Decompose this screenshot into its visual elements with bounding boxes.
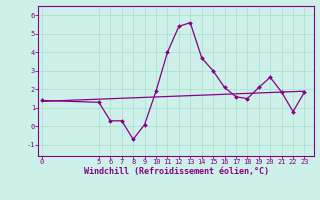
X-axis label: Windchill (Refroidissement éolien,°C): Windchill (Refroidissement éolien,°C) bbox=[84, 167, 268, 176]
